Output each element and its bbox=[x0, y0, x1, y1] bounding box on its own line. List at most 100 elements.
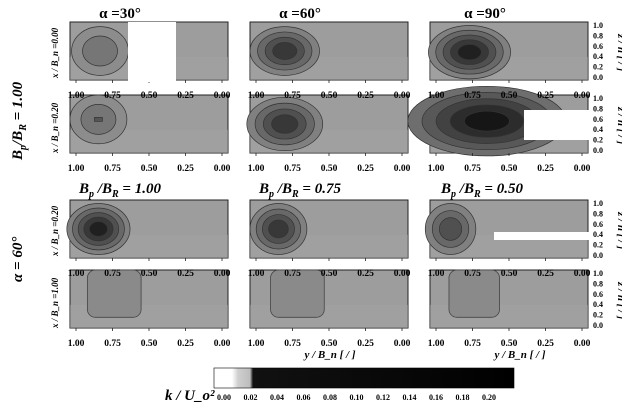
row-label: x / B_n =1.00 bbox=[50, 277, 60, 329]
column-title-bp-br: Bp /BR = 0.75 bbox=[258, 181, 341, 200]
z-tick-label: 0.8 bbox=[593, 209, 603, 218]
contour-panel-r2-c0 bbox=[66, 199, 229, 261]
x-tick-label: 0.75 bbox=[104, 164, 121, 174]
z-tick-label: 0.0 bbox=[593, 73, 603, 82]
x-tick-label: 0.75 bbox=[284, 164, 301, 174]
z-axis-label: z / h [ / ] bbox=[615, 211, 622, 250]
x-tick-label: 0.00 bbox=[394, 339, 411, 349]
z-tick-label: 0.2 bbox=[593, 136, 603, 145]
x-tick-label: 0.50 bbox=[141, 164, 158, 174]
x-tick-label: 0.75 bbox=[464, 339, 481, 349]
x-axis-label: y / B_n [ / ] bbox=[492, 349, 545, 361]
contour-panel-r0-c1 bbox=[249, 21, 409, 83]
z-tick-label: 0.0 bbox=[593, 146, 603, 155]
x-tick-label: 0.00 bbox=[574, 269, 591, 279]
colorbar-tick-label: 0.04 bbox=[270, 393, 284, 402]
x-axis-label: y / B_n [ / ] bbox=[302, 349, 355, 361]
mask-patch bbox=[128, 22, 176, 82]
z-tick-label: 0.8 bbox=[593, 104, 603, 113]
x-tick-label: 1.00 bbox=[248, 269, 265, 279]
x-tick-label: 1.00 bbox=[68, 339, 85, 349]
x-tick-label: 0.00 bbox=[394, 91, 411, 101]
x-tick-label: 0.00 bbox=[394, 269, 411, 279]
contour-panel-r3-c1 bbox=[249, 269, 409, 331]
group-label-alpha: α = 60° bbox=[10, 237, 26, 282]
x-tick-label: 1.00 bbox=[428, 339, 445, 349]
z-tick-label: 0.0 bbox=[593, 251, 603, 260]
x-tick-label: 0.00 bbox=[214, 269, 231, 279]
x-tick-label: 0.25 bbox=[177, 339, 194, 349]
z-tick-label: 0.6 bbox=[593, 42, 603, 51]
colorbar-tick-label: 0.20 bbox=[482, 393, 496, 402]
z-tick-label: 0.8 bbox=[593, 31, 603, 40]
column-title-alpha: α =30° bbox=[99, 6, 141, 22]
x-tick-label: 0.25 bbox=[177, 91, 194, 101]
x-tick-label: 0.50 bbox=[501, 339, 518, 349]
mask-patch bbox=[524, 110, 594, 140]
x-tick-label: 0.25 bbox=[537, 164, 554, 174]
x-tick-label: 1.00 bbox=[248, 339, 265, 349]
x-tick-label: 0.00 bbox=[394, 164, 411, 174]
z-tick-label: 0.2 bbox=[593, 311, 603, 320]
contour-panel-r2-c2 bbox=[424, 199, 589, 261]
z-tick-label: 0.8 bbox=[593, 279, 603, 288]
z-tick-label: 1.0 bbox=[593, 199, 603, 208]
x-tick-label: 1.00 bbox=[68, 269, 85, 279]
colorbar-tick-label: 0.10 bbox=[350, 393, 364, 402]
colorbar-label: k / U_o² bbox=[165, 388, 215, 404]
z-axis-label: z / h [ / ] bbox=[615, 281, 622, 320]
z-tick-label: 0.2 bbox=[593, 63, 603, 72]
z-tick-label: 0.2 bbox=[593, 241, 603, 250]
x-tick-label: 0.00 bbox=[574, 164, 591, 174]
column-title-bp-br: Bp /BR = 1.00 bbox=[78, 181, 161, 200]
x-tick-label: 0.25 bbox=[537, 91, 554, 101]
contour-panel-r1-c0 bbox=[69, 94, 229, 156]
x-tick-label: 0.75 bbox=[464, 91, 481, 101]
colorbar-tick-label: 0.18 bbox=[456, 393, 470, 402]
z-tick-label: 0.6 bbox=[593, 220, 603, 229]
x-tick-label: 0.25 bbox=[357, 269, 374, 279]
x-tick-label: 1.00 bbox=[68, 164, 85, 174]
x-tick-label: 0.25 bbox=[357, 339, 374, 349]
colorbar-tick-label: 0.08 bbox=[323, 393, 337, 402]
z-tick-label: 0.4 bbox=[593, 300, 603, 309]
z-tick-label: 1.0 bbox=[593, 94, 603, 103]
x-tick-label: 0.00 bbox=[214, 339, 231, 349]
column-title-alpha: α =60° bbox=[279, 6, 321, 22]
x-tick-label: 0.75 bbox=[284, 91, 301, 101]
x-tick-label: 0.00 bbox=[574, 339, 591, 349]
x-tick-label: 0.50 bbox=[321, 269, 338, 279]
colorbar bbox=[213, 367, 515, 389]
z-tick-label: 0.4 bbox=[593, 125, 603, 134]
x-tick-label: 0.25 bbox=[357, 91, 374, 101]
z-tick-label: 0.4 bbox=[593, 52, 603, 61]
contour-panel-r3-c2 bbox=[429, 269, 589, 331]
colorbar-tick-label: 0.06 bbox=[297, 393, 311, 402]
x-tick-label: 0.75 bbox=[284, 339, 301, 349]
column-title-bp-br: Bp /BR = 0.50 bbox=[440, 181, 523, 200]
column-title-alpha: α =90° bbox=[464, 6, 506, 22]
row-label: x / B_n =0.20 bbox=[50, 102, 60, 154]
x-tick-label: 0.25 bbox=[177, 269, 194, 279]
colorbar-tick-label: 0.12 bbox=[376, 393, 390, 402]
z-tick-label: 0.6 bbox=[593, 115, 603, 124]
x-tick-label: 0.50 bbox=[321, 339, 338, 349]
x-tick-label: 0.50 bbox=[501, 269, 518, 279]
contour-panel-r3-c0 bbox=[69, 269, 229, 331]
x-tick-label: 1.00 bbox=[428, 269, 445, 279]
x-tick-label: 0.50 bbox=[141, 339, 158, 349]
x-tick-label: 1.00 bbox=[248, 91, 265, 101]
x-tick-label: 0.00 bbox=[214, 164, 231, 174]
contour-panel-r0-c2 bbox=[428, 21, 589, 83]
x-tick-label: 0.50 bbox=[141, 269, 158, 279]
x-tick-label: 0.25 bbox=[537, 269, 554, 279]
x-tick-label: 0.25 bbox=[177, 164, 194, 174]
x-tick-label: 0.75 bbox=[284, 269, 301, 279]
x-tick-label: 0.50 bbox=[501, 164, 518, 174]
colorbar-tick-label: 0.14 bbox=[403, 393, 417, 402]
z-tick-label: 1.0 bbox=[593, 269, 603, 278]
z-tick-label: 0.4 bbox=[593, 230, 603, 239]
x-tick-label: 0.50 bbox=[141, 91, 158, 101]
x-tick-label: 0.75 bbox=[464, 164, 481, 174]
